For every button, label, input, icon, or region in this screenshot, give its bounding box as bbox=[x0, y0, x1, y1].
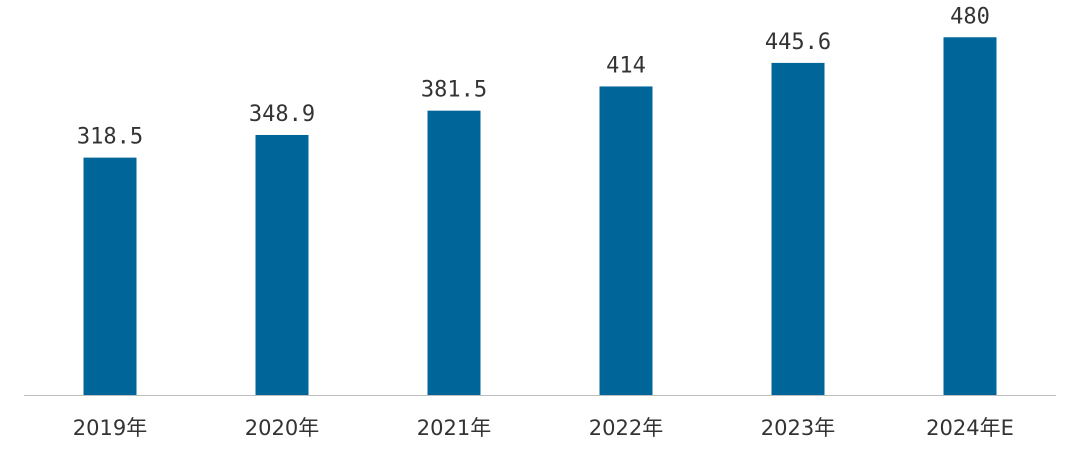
data-label-2: 381.5 bbox=[421, 78, 487, 103]
data-label-0: 318.5 bbox=[77, 125, 143, 150]
x-tick-label-5: 2024年E bbox=[926, 416, 1014, 440]
bar-4 bbox=[771, 62, 825, 396]
bar-5 bbox=[943, 37, 997, 395]
x-tick-label-1: 2020年 bbox=[245, 416, 319, 440]
x-tick-label-2: 2021年 bbox=[417, 416, 491, 440]
bar-3 bbox=[599, 86, 653, 395]
data-label-1: 348.9 bbox=[249, 102, 315, 127]
data-labels: 318.5 348.9 381.5 414 445.6 480 bbox=[77, 4, 990, 149]
bar-2 bbox=[427, 110, 481, 396]
data-label-5: 480 bbox=[950, 4, 990, 29]
x-tick-label-3: 2022年 bbox=[589, 416, 663, 440]
x-tick-label-0: 2019年 bbox=[73, 416, 147, 440]
bar-0 bbox=[83, 157, 137, 395]
bar-1 bbox=[255, 134, 309, 395]
x-tick-label-4: 2023年 bbox=[761, 416, 835, 440]
data-label-4: 445.6 bbox=[765, 30, 831, 55]
bars bbox=[83, 37, 997, 396]
data-label-3: 414 bbox=[606, 53, 646, 78]
x-axis-tick-labels: 2019年 2020年 2021年 2022年 2023年 2024年E bbox=[73, 416, 1014, 440]
